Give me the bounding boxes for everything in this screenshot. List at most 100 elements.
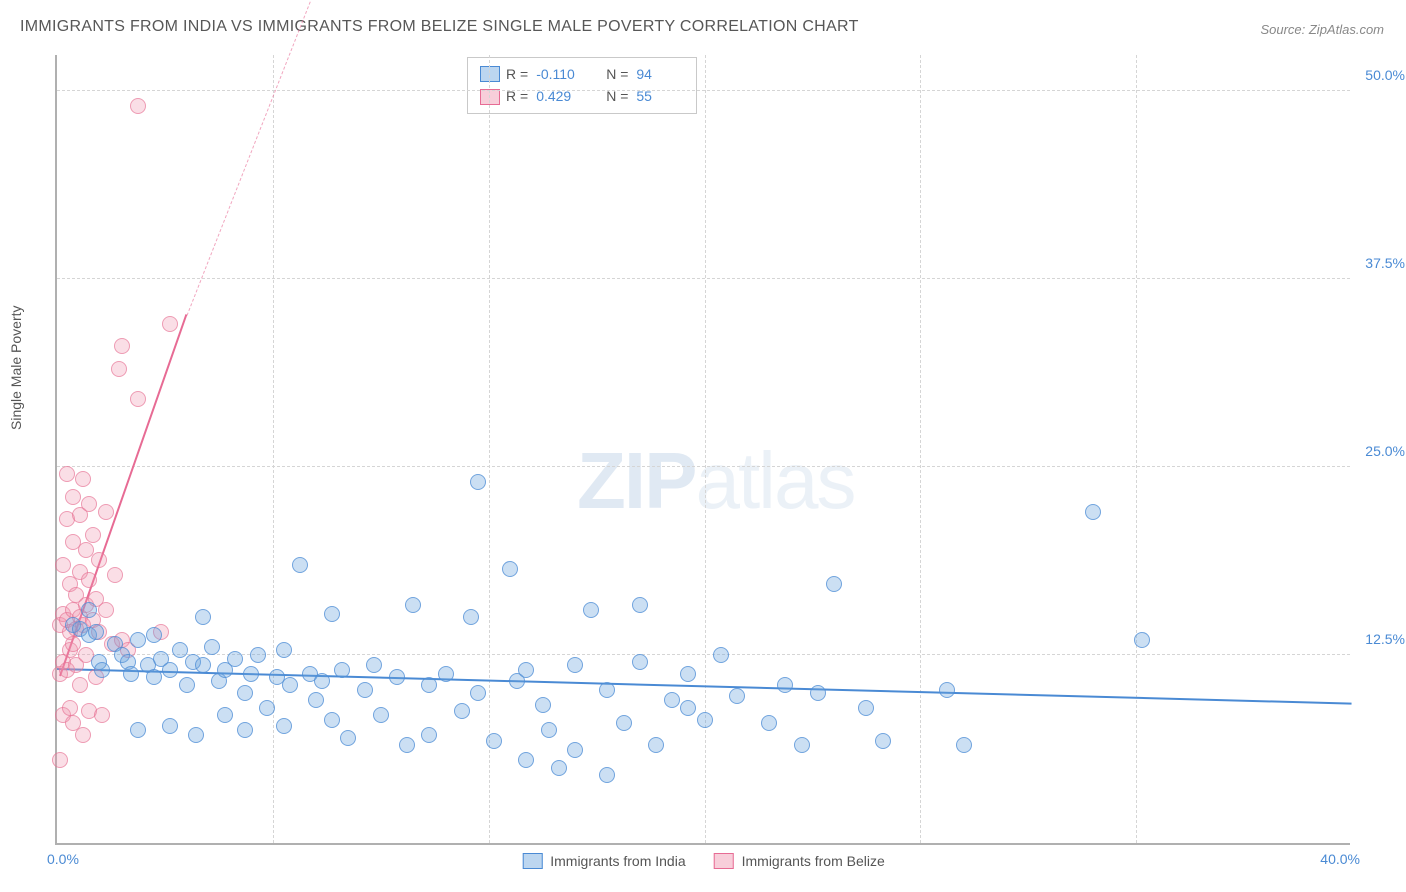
data-point-india bbox=[146, 627, 162, 643]
data-point-india bbox=[777, 677, 793, 693]
data-point-india bbox=[956, 737, 972, 753]
data-point-belize bbox=[52, 752, 68, 768]
data-point-belize bbox=[75, 727, 91, 743]
gridline-h bbox=[57, 90, 1350, 91]
data-point-india bbox=[421, 727, 437, 743]
data-point-india bbox=[616, 715, 632, 731]
data-point-india bbox=[729, 688, 745, 704]
gridline-v bbox=[1136, 55, 1137, 843]
data-point-india bbox=[567, 742, 583, 758]
data-point-india bbox=[314, 673, 330, 689]
data-point-india bbox=[794, 737, 810, 753]
data-point-india bbox=[324, 712, 340, 728]
data-point-belize bbox=[55, 557, 71, 573]
data-point-india bbox=[518, 752, 534, 768]
legend-item-india: Immigrants from India bbox=[522, 853, 685, 869]
data-point-india bbox=[130, 632, 146, 648]
data-point-india bbox=[259, 700, 275, 716]
data-point-india bbox=[535, 697, 551, 713]
data-point-belize bbox=[81, 496, 97, 512]
data-point-belize bbox=[111, 361, 127, 377]
data-point-india bbox=[250, 647, 266, 663]
data-point-belize bbox=[72, 677, 88, 693]
data-point-india bbox=[438, 666, 454, 682]
swatch-blue-icon bbox=[522, 853, 542, 869]
data-point-india bbox=[632, 597, 648, 613]
data-point-india bbox=[162, 662, 178, 678]
data-point-india bbox=[146, 669, 162, 685]
data-point-india bbox=[357, 682, 373, 698]
data-point-india bbox=[551, 760, 567, 776]
data-point-india bbox=[470, 474, 486, 490]
x-tick-max: 40.0% bbox=[1320, 851, 1360, 867]
data-point-india bbox=[334, 662, 350, 678]
data-point-india bbox=[486, 733, 502, 749]
data-point-india bbox=[518, 662, 534, 678]
swatch-pink-icon bbox=[480, 89, 500, 105]
data-point-india bbox=[858, 700, 874, 716]
data-point-india bbox=[88, 624, 104, 640]
data-point-india bbox=[172, 642, 188, 658]
data-point-india bbox=[195, 657, 211, 673]
swatch-pink-icon bbox=[714, 853, 734, 869]
data-point-india bbox=[276, 642, 292, 658]
data-point-india bbox=[81, 602, 97, 618]
data-point-india bbox=[541, 722, 557, 738]
data-point-india bbox=[324, 606, 340, 622]
gridline-v bbox=[273, 55, 274, 843]
data-point-india bbox=[421, 677, 437, 693]
data-point-india bbox=[123, 666, 139, 682]
data-point-india bbox=[195, 609, 211, 625]
source-attribution: Source: ZipAtlas.com bbox=[1260, 22, 1384, 37]
legend-row-india: R = -0.110 N = 94 bbox=[480, 63, 684, 85]
plot-area: ZIPatlas R = -0.110 N = 94 R = 0.429 N =… bbox=[55, 55, 1350, 845]
data-point-india bbox=[648, 737, 664, 753]
data-point-india bbox=[94, 662, 110, 678]
data-point-belize bbox=[62, 700, 78, 716]
chart-title: IMMIGRANTS FROM INDIA VS IMMIGRANTS FROM… bbox=[20, 18, 859, 36]
data-point-india bbox=[599, 682, 615, 698]
data-point-india bbox=[162, 718, 178, 734]
data-point-belize bbox=[81, 572, 97, 588]
data-point-india bbox=[599, 767, 615, 783]
data-point-india bbox=[680, 700, 696, 716]
data-point-india bbox=[826, 576, 842, 592]
data-point-belize bbox=[85, 527, 101, 543]
watermark: ZIPatlas bbox=[577, 435, 854, 527]
data-point-india bbox=[292, 557, 308, 573]
data-point-india bbox=[583, 602, 599, 618]
data-point-india bbox=[939, 682, 955, 698]
data-point-india bbox=[373, 707, 389, 723]
data-point-india bbox=[502, 561, 518, 577]
data-point-india bbox=[1134, 632, 1150, 648]
gridline-v bbox=[489, 55, 490, 843]
data-point-india bbox=[761, 715, 777, 731]
y-tick-label: 25.0% bbox=[1365, 443, 1405, 459]
data-point-india bbox=[810, 685, 826, 701]
data-point-india bbox=[632, 654, 648, 670]
data-point-india bbox=[567, 657, 583, 673]
x-tick-min: 0.0% bbox=[47, 851, 79, 867]
data-point-india bbox=[227, 651, 243, 667]
correlation-legend: R = -0.110 N = 94 R = 0.429 N = 55 bbox=[467, 57, 697, 114]
data-point-belize bbox=[114, 338, 130, 354]
data-point-belize bbox=[65, 489, 81, 505]
data-point-belize bbox=[130, 391, 146, 407]
y-tick-label: 50.0% bbox=[1365, 67, 1405, 83]
data-point-belize bbox=[75, 471, 91, 487]
data-point-india bbox=[680, 666, 696, 682]
trend-line-belize-extrapolated bbox=[186, 0, 323, 316]
series-legend: Immigrants from India Immigrants from Be… bbox=[522, 853, 885, 869]
data-point-belize bbox=[98, 602, 114, 618]
swatch-blue-icon bbox=[480, 66, 500, 82]
gridline-h bbox=[57, 466, 1350, 467]
gridline-h bbox=[57, 278, 1350, 279]
data-point-india bbox=[664, 692, 680, 708]
data-point-india bbox=[470, 685, 486, 701]
data-point-belize bbox=[162, 316, 178, 332]
data-point-india bbox=[243, 666, 259, 682]
data-point-india bbox=[454, 703, 470, 719]
data-point-india bbox=[463, 609, 479, 625]
data-point-india bbox=[282, 677, 298, 693]
data-point-india bbox=[204, 639, 220, 655]
